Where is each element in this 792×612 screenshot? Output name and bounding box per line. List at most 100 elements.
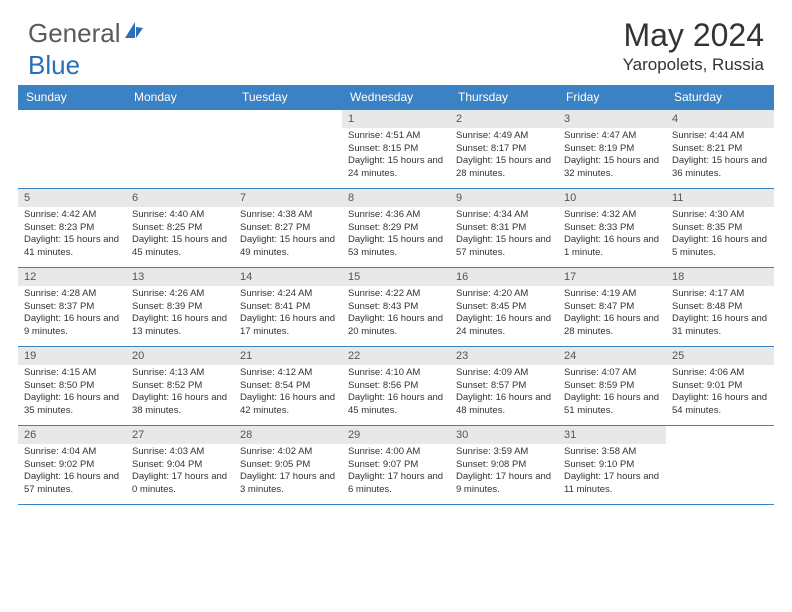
daylight-text: Daylight: 15 hours and 53 minutes. xyxy=(348,234,444,259)
day-header: Sunday xyxy=(18,85,126,109)
day-cell: 12Sunrise: 4:28 AMSunset: 8:37 PMDayligh… xyxy=(18,268,126,346)
day-header: Wednesday xyxy=(342,85,450,109)
day-cell: 13Sunrise: 4:26 AMSunset: 8:39 PMDayligh… xyxy=(126,268,234,346)
brand-logo: General xyxy=(28,18,147,49)
day-details: Sunrise: 4:07 AMSunset: 8:59 PMDaylight:… xyxy=(558,365,666,420)
day-details: Sunrise: 3:59 AMSunset: 9:08 PMDaylight:… xyxy=(450,444,558,499)
day-cell: 30Sunrise: 3:59 AMSunset: 9:08 PMDayligh… xyxy=(450,426,558,504)
sunrise-text: Sunrise: 4:07 AM xyxy=(564,367,660,379)
day-cell: 9Sunrise: 4:34 AMSunset: 8:31 PMDaylight… xyxy=(450,189,558,267)
day-number: 15 xyxy=(342,268,450,286)
day-cell: 10Sunrise: 4:32 AMSunset: 8:33 PMDayligh… xyxy=(558,189,666,267)
daylight-text: Daylight: 16 hours and 42 minutes. xyxy=(240,392,336,417)
day-number: 4 xyxy=(666,110,774,128)
day-number: 9 xyxy=(450,189,558,207)
sunset-text: Sunset: 8:23 PM xyxy=(24,222,120,234)
daylight-text: Daylight: 16 hours and 24 minutes. xyxy=(456,313,552,338)
day-cell: 25Sunrise: 4:06 AMSunset: 9:01 PMDayligh… xyxy=(666,347,774,425)
day-details: Sunrise: 4:03 AMSunset: 9:04 PMDaylight:… xyxy=(126,444,234,499)
day-details: Sunrise: 4:42 AMSunset: 8:23 PMDaylight:… xyxy=(18,207,126,262)
day-details: Sunrise: 4:12 AMSunset: 8:54 PMDaylight:… xyxy=(234,365,342,420)
sunset-text: Sunset: 8:48 PM xyxy=(672,301,768,313)
day-details: Sunrise: 4:44 AMSunset: 8:21 PMDaylight:… xyxy=(666,128,774,183)
day-number: 21 xyxy=(234,347,342,365)
sunrise-text: Sunrise: 3:59 AM xyxy=(456,446,552,458)
day-cell: 20Sunrise: 4:13 AMSunset: 8:52 PMDayligh… xyxy=(126,347,234,425)
daylight-text: Daylight: 16 hours and 31 minutes. xyxy=(672,313,768,338)
day-cell: 31Sunrise: 3:58 AMSunset: 9:10 PMDayligh… xyxy=(558,426,666,504)
day-number: 26 xyxy=(18,426,126,444)
week-row: 5Sunrise: 4:42 AMSunset: 8:23 PMDaylight… xyxy=(18,188,774,267)
sunrise-text: Sunrise: 4:04 AM xyxy=(24,446,120,458)
sunset-text: Sunset: 8:47 PM xyxy=(564,301,660,313)
sunrise-text: Sunrise: 4:10 AM xyxy=(348,367,444,379)
sunrise-text: Sunrise: 4:12 AM xyxy=(240,367,336,379)
day-cell: 15Sunrise: 4:22 AMSunset: 8:43 PMDayligh… xyxy=(342,268,450,346)
day-cell: 19Sunrise: 4:15 AMSunset: 8:50 PMDayligh… xyxy=(18,347,126,425)
calendar: SundayMondayTuesdayWednesdayThursdayFrid… xyxy=(0,85,792,505)
day-details: Sunrise: 4:51 AMSunset: 8:15 PMDaylight:… xyxy=(342,128,450,183)
day-number: 1 xyxy=(342,110,450,128)
day-details: Sunrise: 4:13 AMSunset: 8:52 PMDaylight:… xyxy=(126,365,234,420)
sunrise-text: Sunrise: 4:44 AM xyxy=(672,130,768,142)
sunrise-text: Sunrise: 4:36 AM xyxy=(348,209,444,221)
sunset-text: Sunset: 8:15 PM xyxy=(348,143,444,155)
day-cell: 3Sunrise: 4:47 AMSunset: 8:19 PMDaylight… xyxy=(558,110,666,188)
day-cell: 8Sunrise: 4:36 AMSunset: 8:29 PMDaylight… xyxy=(342,189,450,267)
sunset-text: Sunset: 8:54 PM xyxy=(240,380,336,392)
day-cell: 22Sunrise: 4:10 AMSunset: 8:56 PMDayligh… xyxy=(342,347,450,425)
day-details: Sunrise: 4:40 AMSunset: 8:25 PMDaylight:… xyxy=(126,207,234,262)
day-cell: .. xyxy=(666,426,774,504)
day-details: Sunrise: 4:15 AMSunset: 8:50 PMDaylight:… xyxy=(18,365,126,420)
daylight-text: Daylight: 15 hours and 32 minutes. xyxy=(564,155,660,180)
brand-text-blue: Blue xyxy=(28,50,80,80)
sunset-text: Sunset: 8:45 PM xyxy=(456,301,552,313)
sunrise-text: Sunrise: 4:28 AM xyxy=(24,288,120,300)
daylight-text: Daylight: 15 hours and 24 minutes. xyxy=(348,155,444,180)
day-cell: 28Sunrise: 4:02 AMSunset: 9:05 PMDayligh… xyxy=(234,426,342,504)
day-header: Tuesday xyxy=(234,85,342,109)
day-number: 11 xyxy=(666,189,774,207)
daylight-text: Daylight: 17 hours and 6 minutes. xyxy=(348,471,444,496)
day-details: Sunrise: 4:02 AMSunset: 9:05 PMDaylight:… xyxy=(234,444,342,499)
daylight-text: Daylight: 17 hours and 9 minutes. xyxy=(456,471,552,496)
day-number: 25 xyxy=(666,347,774,365)
sunset-text: Sunset: 9:05 PM xyxy=(240,459,336,471)
page-header: General May 2024 Yaropolets, Russia xyxy=(0,0,792,85)
day-number: 19 xyxy=(18,347,126,365)
day-details: Sunrise: 4:10 AMSunset: 8:56 PMDaylight:… xyxy=(342,365,450,420)
sunrise-text: Sunrise: 4:38 AM xyxy=(240,209,336,221)
day-cell: 6Sunrise: 4:40 AMSunset: 8:25 PMDaylight… xyxy=(126,189,234,267)
sunrise-text: Sunrise: 4:34 AM xyxy=(456,209,552,221)
daylight-text: Daylight: 16 hours and 48 minutes. xyxy=(456,392,552,417)
daylight-text: Daylight: 16 hours and 1 minute. xyxy=(564,234,660,259)
daylight-text: Daylight: 16 hours and 45 minutes. xyxy=(348,392,444,417)
sunrise-text: Sunrise: 4:09 AM xyxy=(456,367,552,379)
day-details: Sunrise: 4:26 AMSunset: 8:39 PMDaylight:… xyxy=(126,286,234,341)
daylight-text: Daylight: 15 hours and 49 minutes. xyxy=(240,234,336,259)
sunset-text: Sunset: 8:33 PM xyxy=(564,222,660,234)
daylight-text: Daylight: 16 hours and 57 minutes. xyxy=(24,471,120,496)
day-number: 10 xyxy=(558,189,666,207)
sunrise-text: Sunrise: 4:00 AM xyxy=(348,446,444,458)
day-number: 17 xyxy=(558,268,666,286)
sunrise-text: Sunrise: 4:51 AM xyxy=(348,130,444,142)
daylight-text: Daylight: 17 hours and 3 minutes. xyxy=(240,471,336,496)
day-number: 2 xyxy=(450,110,558,128)
sunset-text: Sunset: 8:25 PM xyxy=(132,222,228,234)
sunrise-text: Sunrise: 4:19 AM xyxy=(564,288,660,300)
day-details: Sunrise: 4:04 AMSunset: 9:02 PMDaylight:… xyxy=(18,444,126,499)
day-cell: 2Sunrise: 4:49 AMSunset: 8:17 PMDaylight… xyxy=(450,110,558,188)
day-number: 24 xyxy=(558,347,666,365)
sunrise-text: Sunrise: 4:30 AM xyxy=(672,209,768,221)
day-details: Sunrise: 4:22 AMSunset: 8:43 PMDaylight:… xyxy=(342,286,450,341)
day-header: Thursday xyxy=(450,85,558,109)
day-details: Sunrise: 4:49 AMSunset: 8:17 PMDaylight:… xyxy=(450,128,558,183)
sunset-text: Sunset: 8:56 PM xyxy=(348,380,444,392)
day-header-row: SundayMondayTuesdayWednesdayThursdayFrid… xyxy=(18,85,774,109)
day-cell: 11Sunrise: 4:30 AMSunset: 8:35 PMDayligh… xyxy=(666,189,774,267)
daylight-text: Daylight: 15 hours and 57 minutes. xyxy=(456,234,552,259)
daylight-text: Daylight: 16 hours and 9 minutes. xyxy=(24,313,120,338)
daylight-text: Daylight: 17 hours and 0 minutes. xyxy=(132,471,228,496)
daylight-text: Daylight: 15 hours and 41 minutes. xyxy=(24,234,120,259)
